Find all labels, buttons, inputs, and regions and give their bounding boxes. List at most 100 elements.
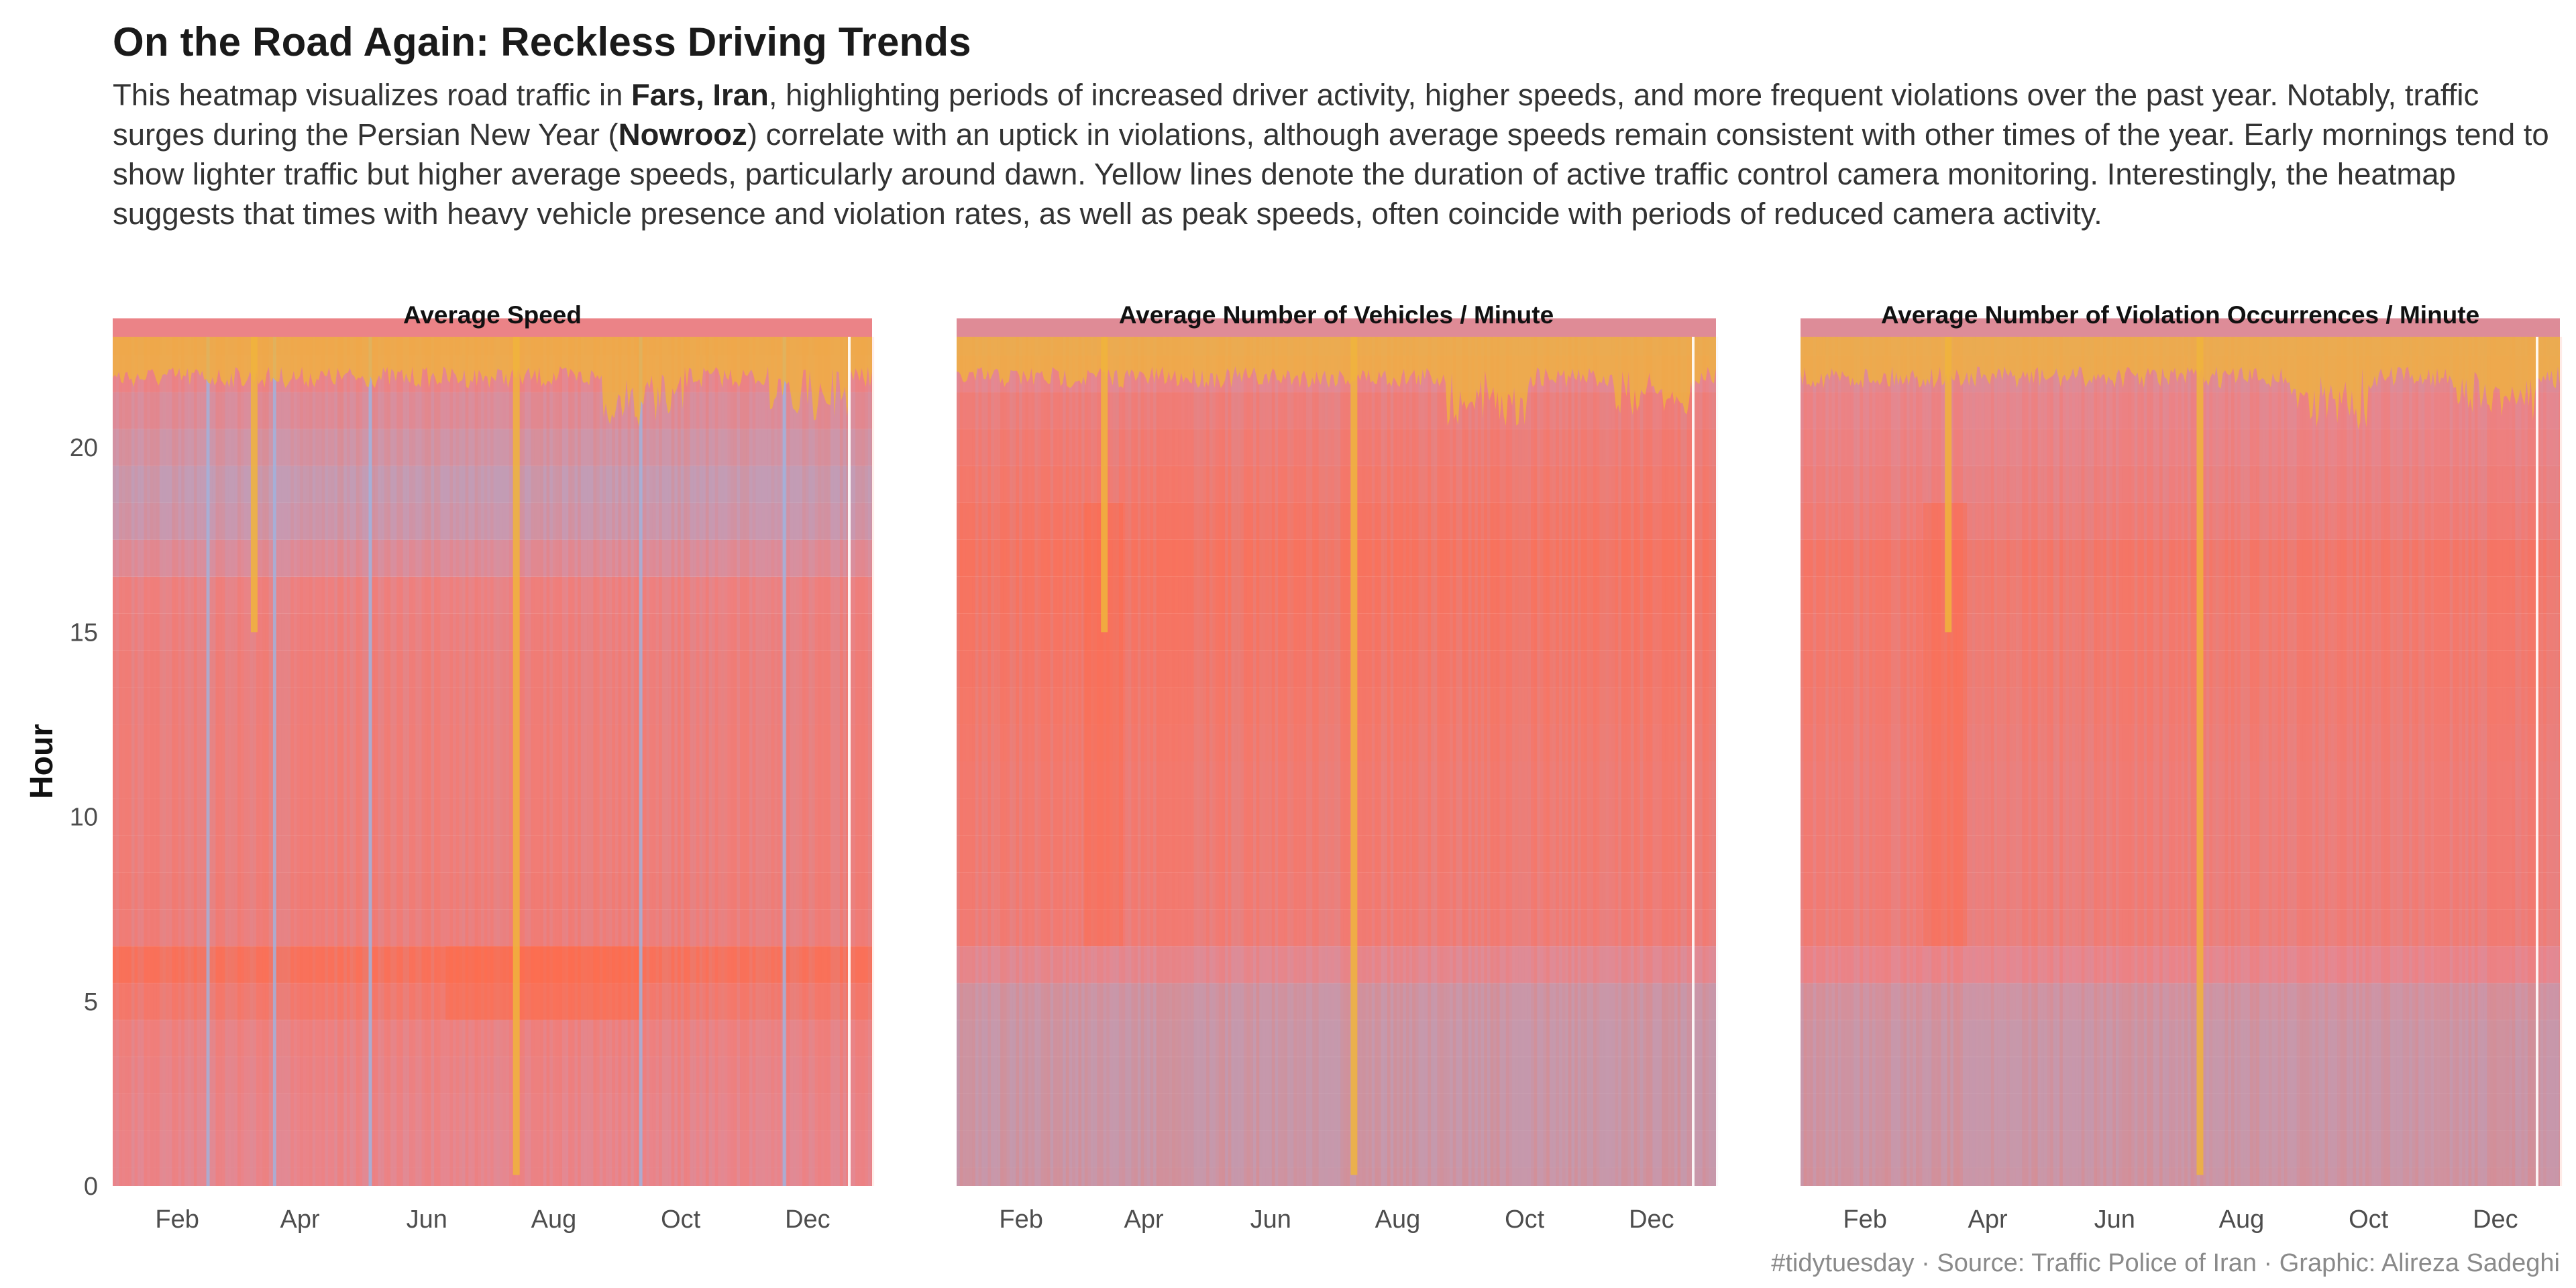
- day-texture: [1434, 337, 1438, 1186]
- day-texture: [1937, 337, 1941, 1186]
- day-texture: [2240, 337, 2244, 1186]
- day-texture: [552, 337, 556, 1186]
- day-texture: [1609, 337, 1612, 1186]
- day-texture: [957, 337, 960, 1186]
- day-texture: [1909, 337, 1913, 1186]
- day-texture: [2368, 337, 2372, 1186]
- day-texture: [1187, 337, 1191, 1186]
- day-texture: [1000, 337, 1004, 1186]
- day-texture: [231, 337, 235, 1186]
- low-speed-day: [782, 337, 786, 1186]
- hour-band: [957, 1020, 1716, 1057]
- day-texture: [1913, 337, 1917, 1186]
- hour-band: [1801, 576, 2560, 614]
- day-texture: [1087, 337, 1091, 1186]
- day-texture: [437, 337, 441, 1186]
- day-texture: [765, 337, 768, 1186]
- day-texture: [2231, 337, 2235, 1186]
- day-texture: [1146, 337, 1150, 1186]
- day-texture: [1022, 337, 1026, 1186]
- day-texture: [2031, 337, 2035, 1186]
- day-texture: [284, 337, 288, 1186]
- day-texture: [1884, 337, 1888, 1186]
- day-texture: [1156, 337, 1160, 1186]
- day-texture: [191, 337, 194, 1186]
- day-texture: [1193, 337, 1197, 1186]
- day-texture: [471, 337, 475, 1186]
- day-texture: [1856, 337, 1860, 1186]
- day-texture: [2312, 337, 2316, 1186]
- day-texture: [1290, 337, 1294, 1186]
- day-texture: [580, 337, 584, 1186]
- day-texture: [2340, 337, 2344, 1186]
- day-texture: [331, 337, 335, 1186]
- day-texture: [1171, 337, 1175, 1186]
- day-texture: [2141, 337, 2144, 1186]
- day-texture: [978, 337, 982, 1186]
- day-texture: [1828, 337, 1832, 1186]
- day-texture: [1306, 337, 1309, 1186]
- day-texture: [777, 337, 781, 1186]
- day-texture: [1543, 337, 1547, 1186]
- day-texture: [865, 337, 868, 1186]
- day-texture: [1683, 337, 1687, 1186]
- day-texture: [1471, 337, 1475, 1186]
- day-texture: [2462, 337, 2465, 1186]
- day-texture: [1178, 337, 1181, 1186]
- day-texture: [2440, 337, 2444, 1186]
- day-texture: [2287, 337, 2291, 1186]
- day-texture: [2296, 337, 2300, 1186]
- day-texture: [1375, 337, 1379, 1186]
- day-texture: [153, 337, 157, 1186]
- day-texture: [963, 337, 966, 1186]
- day-texture: [402, 337, 407, 1186]
- hour-band: [957, 909, 1716, 947]
- day-texture: [2122, 337, 2125, 1186]
- subtitle-text: , highlighting periods of increased driv…: [113, 78, 2479, 152]
- hour-band: [113, 613, 872, 651]
- day-texture: [384, 337, 388, 1186]
- day-texture: [2549, 337, 2553, 1186]
- day-texture: [1371, 337, 1375, 1186]
- day-texture: [1424, 337, 1428, 1186]
- day-texture: [374, 337, 378, 1186]
- panel-title: Average Speed: [403, 301, 582, 329]
- day-texture: [508, 337, 513, 1186]
- day-texture: [568, 337, 572, 1186]
- camera-outage-line: [1945, 337, 1952, 633]
- hour-band: [957, 392, 1716, 429]
- low-speed-day: [639, 337, 643, 1186]
- day-texture: [1091, 337, 1094, 1186]
- day-texture: [774, 337, 777, 1186]
- day-texture: [499, 337, 503, 1186]
- day-texture: [506, 337, 509, 1186]
- day-texture: [1046, 337, 1051, 1186]
- day-texture: [2383, 337, 2387, 1186]
- day-texture: [2065, 337, 2070, 1186]
- day-texture: [1037, 337, 1041, 1186]
- day-texture: [2421, 337, 2425, 1186]
- day-texture: [2053, 337, 2057, 1186]
- day-texture: [1318, 337, 1322, 1186]
- day-texture: [203, 337, 207, 1186]
- day-texture: [846, 337, 849, 1186]
- day-texture: [1165, 337, 1169, 1186]
- day-texture: [1324, 337, 1328, 1186]
- day-texture: [525, 337, 528, 1186]
- day-texture: [2365, 337, 2369, 1186]
- day-texture: [612, 337, 615, 1186]
- hour-band: [957, 429, 1716, 466]
- day-texture: [814, 337, 818, 1186]
- day-texture: [731, 337, 734, 1186]
- day-texture: [665, 337, 669, 1186]
- day-texture: [1637, 337, 1640, 1186]
- panel-title: Average Number of Violation Occurrences …: [1881, 301, 2479, 329]
- day-texture: [412, 337, 416, 1186]
- day-texture: [2050, 337, 2053, 1186]
- day-texture: [858, 337, 862, 1186]
- day-texture: [415, 337, 419, 1186]
- hour-band: [113, 1130, 872, 1168]
- day-texture: [1312, 337, 1316, 1186]
- day-texture: [2418, 337, 2422, 1186]
- day-texture: [1518, 337, 1522, 1186]
